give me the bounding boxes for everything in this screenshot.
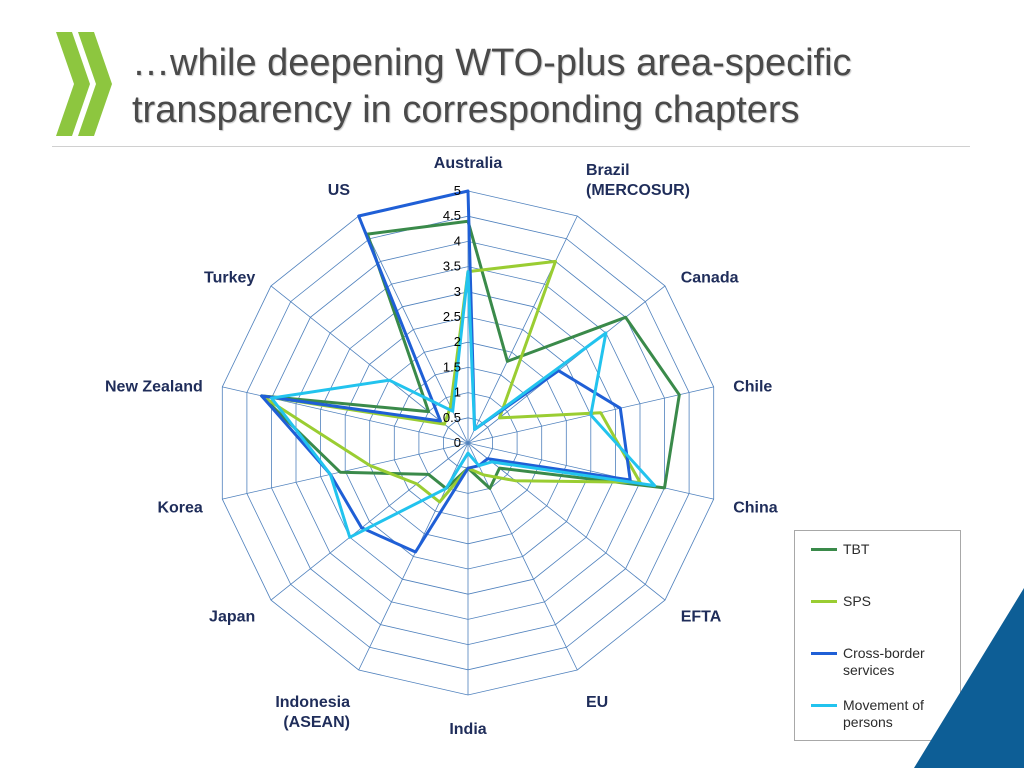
legend-swatch-2	[811, 652, 837, 655]
radar-category-labels: Australia Brazil (MERCOSUR) Canada Chile Chin…	[105, 155, 778, 738]
legend-item-3: Movement of persons	[811, 697, 951, 731]
corner-triangle-decoration	[914, 588, 1024, 768]
tick-label-7: 3.5	[443, 259, 461, 274]
chevron-left-shape	[56, 32, 90, 136]
slide-title-line-2: transparency in corresponding chapters	[132, 89, 800, 131]
tick-label-3: 1.5	[443, 359, 461, 374]
category-label-4: China	[733, 500, 778, 517]
category-label-1: Brazil (MERCOSUR)	[586, 162, 690, 199]
legend-label-3: Movement of persons	[843, 697, 924, 730]
category-label-3-line-0: Chile	[733, 379, 772, 396]
category-label-11: New Zealand	[105, 379, 203, 396]
grid-spoke-12	[270, 285, 469, 444]
legend-item-0: TBT	[811, 541, 951, 558]
category-label-9-line-0: Japan	[209, 609, 255, 626]
chart-legend: TBT SPS Cross-border services Movement of p…	[794, 530, 961, 741]
grid-spoke-6	[467, 442, 578, 671]
slide-title: …while deepening WTO-plus area-specific …	[132, 40, 992, 134]
series-line-2	[260, 189, 632, 554]
category-label-0-line-0: Australia	[434, 155, 503, 172]
category-label-13: US	[328, 182, 351, 199]
tick-label-1: 0.5	[443, 410, 461, 425]
category-label-8: Indonesia (ASEAN)	[275, 694, 350, 731]
category-label-1-line-1: (MERCOSUR)	[586, 182, 690, 199]
category-label-5-line-0: EFTA	[681, 609, 722, 626]
category-label-7-line-0: India	[449, 721, 486, 738]
tick-label-4: 2	[454, 334, 461, 349]
category-label-10: Korea	[157, 500, 202, 517]
legend-swatch-0	[811, 548, 837, 551]
chevron-right-shape	[78, 32, 112, 136]
legend-item-1: SPS	[811, 593, 951, 610]
legend-swatch-3	[811, 704, 837, 707]
legend-swatch-1	[811, 600, 837, 603]
tick-label-9: 4.5	[443, 208, 461, 223]
category-label-10-line-0: Korea	[157, 500, 202, 517]
radar-series	[260, 189, 681, 554]
grid-spoke-4	[467, 442, 714, 500]
tick-label-6: 3	[454, 284, 461, 299]
grid-spoke-9	[270, 442, 469, 601]
tick-label-5: 2.5	[443, 309, 461, 324]
category-label-12-line-0: Turkey	[204, 269, 255, 286]
legend-label-2: Cross-border services	[843, 645, 925, 678]
legend-label-0: TBT	[843, 541, 870, 557]
category-label-2: Canada	[681, 269, 739, 286]
category-label-8-line-0: Indonesia	[275, 694, 350, 711]
category-label-9: Japan	[209, 609, 255, 626]
tick-label-0: 0	[454, 435, 461, 450]
category-label-3: Chile	[733, 379, 772, 396]
legend-item-2: Cross-border services	[811, 645, 951, 679]
category-label-13-line-0: US	[328, 182, 351, 199]
grid-spoke-2	[467, 285, 666, 444]
category-label-7: India	[449, 721, 486, 738]
category-label-6: EU	[586, 694, 608, 711]
category-label-8-line-1: (ASEAN)	[283, 714, 350, 731]
series-line-3	[270, 270, 657, 539]
tick-label-10: 5	[454, 183, 461, 198]
legend-label-1: SPS	[843, 593, 872, 609]
grid-spoke-1	[467, 215, 578, 444]
category-label-1-line-0: Brazil	[586, 162, 630, 179]
tick-label-2: 1	[454, 385, 461, 400]
category-label-5: EFTA	[681, 609, 722, 626]
category-label-2-line-0: Canada	[681, 269, 739, 286]
radar-tick-labels: 0 0.5 1 1.5 2 2.5 3 3.5 4 4.5 5	[443, 183, 461, 450]
slide-title-line-1: …while deepening WTO-plus area-specific	[132, 42, 852, 84]
category-label-11-line-0: New Zealand	[105, 379, 203, 396]
chevron-logo-icon	[56, 32, 112, 136]
category-label-12: Turkey	[204, 269, 255, 286]
title-divider	[52, 146, 970, 147]
radar-grid	[221, 190, 715, 696]
category-label-4-line-0: China	[733, 500, 778, 517]
category-label-0: Australia	[434, 155, 503, 172]
series-line-1	[260, 259, 642, 504]
tick-label-8: 4	[454, 233, 461, 248]
corner-triangle-shape	[914, 588, 1024, 768]
category-label-6-line-0: EU	[586, 694, 608, 711]
